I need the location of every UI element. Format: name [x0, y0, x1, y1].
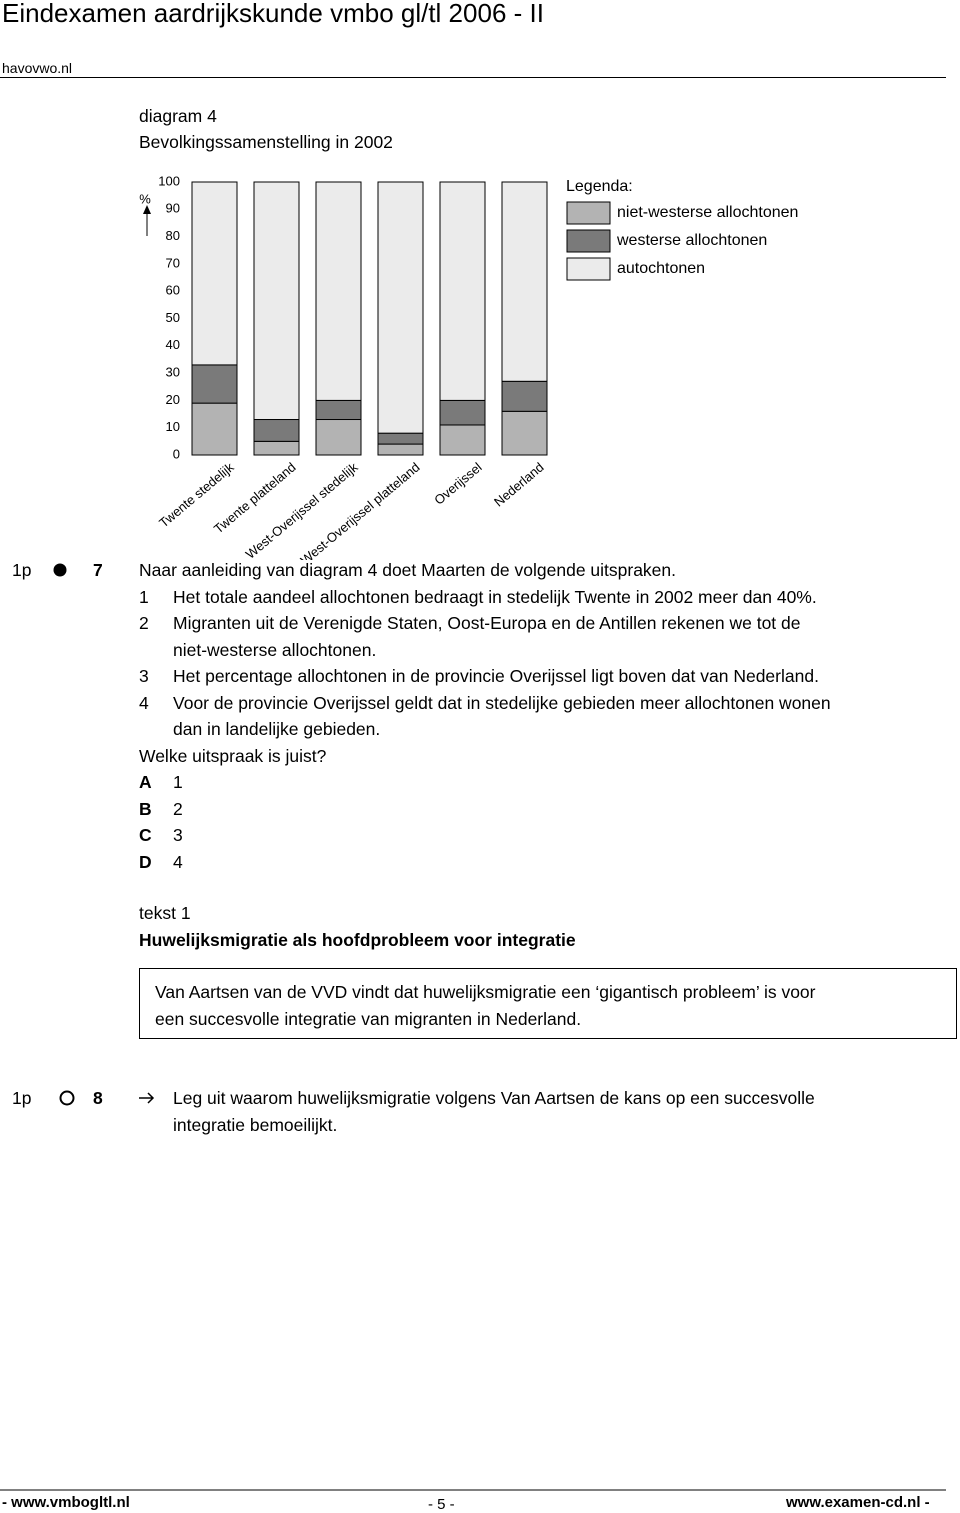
bar-segment [191, 181, 238, 366]
statement-number: 1 [139, 586, 149, 607]
text-body: een succesvolle integratie van migranten… [155, 1009, 582, 1029]
option-letter: B [139, 798, 152, 819]
y-tick-label: 90 [166, 201, 180, 216]
statement-text: Het percentage allochtonen in de provinc… [173, 666, 819, 686]
y-axis-label: % [139, 191, 151, 206]
header-title: Eindexamen aardrijkskunde vmbo gl/tl 200… [2, 0, 544, 28]
statement-text: dan in landelijke gebieden. [173, 719, 381, 739]
y-tick-label: 60 [166, 283, 180, 298]
bullet-open [59, 1090, 75, 1106]
text-body: Van Aartsen van de VVD vindt dat huwelij… [155, 982, 816, 1002]
y-tick-label: 30 [166, 365, 180, 380]
question-text: integratie bemoeilijkt. [173, 1115, 338, 1135]
statement-text: Migranten uit de Verenigde Staten, Oost-… [173, 613, 801, 633]
bullet-filled [53, 563, 67, 577]
header-site: havovwo.nl [2, 60, 73, 76]
points: 1p [12, 560, 32, 580]
y-tick-label: 50 [166, 310, 180, 325]
text-title: Huwelijksmigratie als hoofdprobleem voor… [139, 930, 576, 950]
points: 1p [12, 1088, 32, 1108]
bar-segment [191, 402, 238, 456]
text-box [139, 968, 957, 1039]
legend-swatch [566, 229, 611, 253]
statement-text: niet-westerse allochtonen. [173, 639, 377, 660]
y-tick-label: 10 [166, 419, 180, 434]
text-label: tekst 1 [139, 903, 191, 923]
legend-label: autochtonen [617, 260, 705, 277]
y-tick-label: 80 [166, 228, 180, 243]
y-tick-label: 20 [166, 392, 180, 407]
axis-arrowhead [143, 205, 151, 214]
legend-label: niet-westerse allochtonen [617, 204, 798, 221]
diagram-label: diagram 4 [139, 106, 217, 126]
arrow [139, 1092, 155, 1104]
statement-text: Het totale aandeel allochtonen bedraagt … [173, 586, 817, 607]
diagram-title: Bevolkingssamenstelling in 2002 [139, 132, 393, 152]
footer-right: www.examen-cd.nl - [786, 1494, 930, 1511]
option-letter: D [139, 851, 152, 872]
option-text: 2 [173, 798, 183, 819]
y-tick-label: 70 [166, 255, 180, 270]
statement-number: 3 [139, 666, 149, 686]
bar-segment [439, 181, 486, 401]
option-text: 1 [173, 772, 183, 792]
legend-label: westerse allochtonen [616, 232, 767, 249]
question-number: 8 [93, 1088, 103, 1108]
bar-segment [315, 419, 362, 456]
footer-center: - 5 - [428, 1496, 455, 1513]
legend-swatch [566, 257, 611, 281]
y-tick-label: 0 [173, 446, 180, 461]
header-rule [0, 77, 946, 78]
statement-number: 4 [139, 692, 149, 713]
option-letter: A [139, 772, 152, 792]
option-text: 4 [173, 851, 183, 872]
legend-swatch [566, 201, 611, 225]
question-number: 7 [93, 560, 103, 580]
bar-segment [501, 410, 548, 456]
option-letter: C [139, 825, 152, 845]
legend-title: Legenda: [566, 178, 633, 195]
y-tick-label: 100 [158, 173, 180, 188]
bar-segment [377, 181, 424, 434]
option-text: 3 [173, 825, 183, 845]
bar-segment [501, 181, 548, 382]
statement-number: 2 [139, 613, 149, 633]
question-text: Leg uit waarom huwelijksmigratie volgens… [173, 1088, 815, 1108]
bar-segment [439, 424, 486, 456]
statement-text: Voor de provincie Overijssel geldt dat i… [173, 692, 831, 713]
y-tick-label: 40 [166, 337, 180, 352]
chart: % Legenda: 0102030405060708090100Twente … [139, 173, 798, 560]
question-intro: Naar aanleiding van diagram 4 doet Maart… [139, 560, 677, 580]
bar-segment [253, 181, 300, 421]
question-text: Welke uitspraak is juist? [139, 745, 327, 766]
footer-left: - www.vmbogltl.nl [2, 1494, 130, 1511]
bar-segment [315, 181, 362, 401]
